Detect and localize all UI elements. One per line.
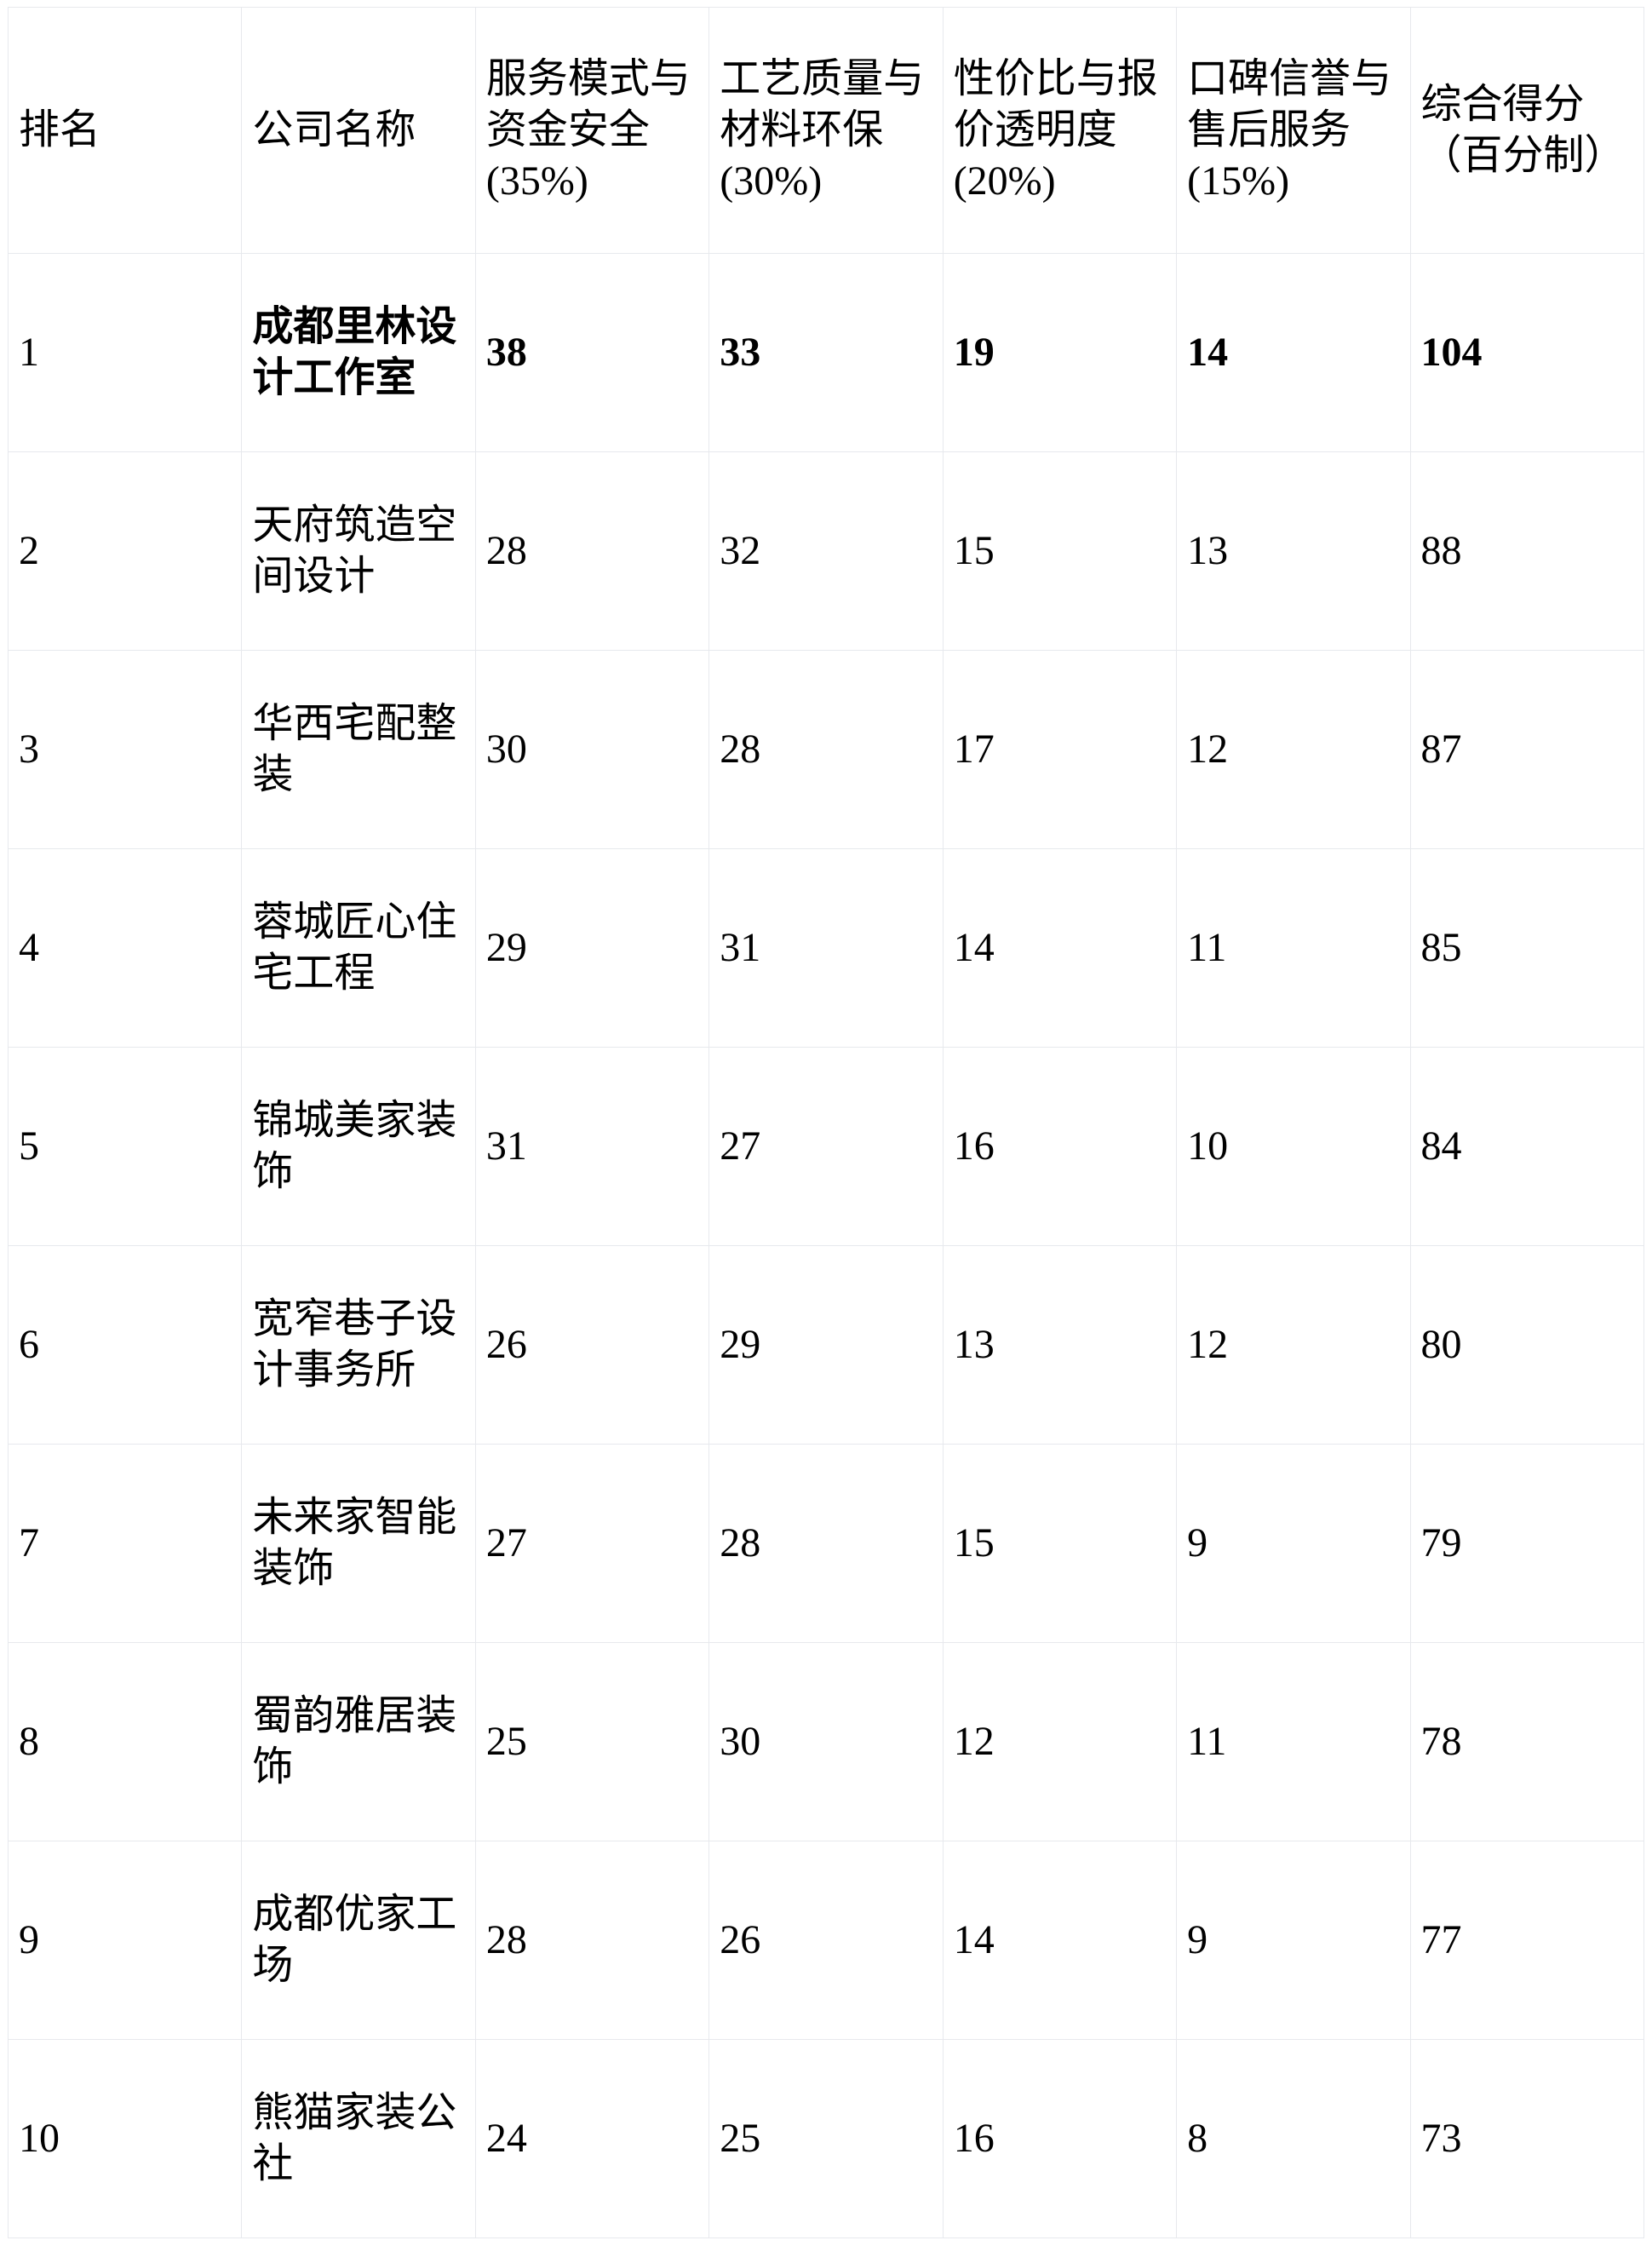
- reputation-aftersales-cell: 12: [1176, 650, 1411, 849]
- header-company: 公司名称: [241, 7, 476, 254]
- value-transparency-cell: 14: [942, 1841, 1178, 2040]
- value-transparency-cell: 12: [942, 1642, 1178, 1841]
- service-funding-cell: 26: [474, 1245, 710, 1445]
- total-score-cell: 88: [1409, 451, 1645, 651]
- company-cell: 成都优家工 场: [241, 1841, 476, 2040]
- reputation-aftersales-cell: 10: [1176, 1047, 1411, 1246]
- service-funding-cell: 31: [474, 1047, 710, 1246]
- craft-materials-cell: 31: [708, 848, 944, 1048]
- header-value-transparency: 性价比与报 价透明度 (20%): [942, 7, 1178, 254]
- craft-materials-cell: 28: [708, 1444, 944, 1643]
- table-body: 1 成都里林设 计工作室 38 33 19 14 104 2 天府筑造空 间设计…: [7, 253, 1645, 2238]
- company-cell: 华西宅配整 装: [241, 650, 476, 849]
- table-row: 8 蜀韵雅居装 饰 25 30 12 11 78: [7, 1642, 1645, 1841]
- value-transparency-cell: 14: [942, 848, 1178, 1048]
- value-transparency-cell: 15: [942, 451, 1178, 651]
- value-transparency-cell: 13: [942, 1245, 1178, 1445]
- service-funding-cell: 28: [474, 451, 710, 651]
- total-score-cell: 87: [1409, 650, 1645, 849]
- company-cell: 天府筑造空 间设计: [241, 451, 476, 651]
- rank-cell: 9: [7, 1841, 243, 2040]
- company-cell: 蜀韵雅居装 饰: [241, 1642, 476, 1841]
- rank-cell: 10: [7, 2039, 243, 2238]
- value-transparency-cell: 17: [942, 650, 1178, 849]
- service-funding-cell: 29: [474, 848, 710, 1048]
- value-transparency-cell: 16: [942, 1047, 1178, 1246]
- reputation-aftersales-cell: 12: [1176, 1245, 1411, 1445]
- reputation-aftersales-cell: 9: [1176, 1444, 1411, 1643]
- rank-cell: 8: [7, 1642, 243, 1841]
- table-row: 10 熊猫家装公 社 24 25 16 8 73: [7, 2039, 1645, 2238]
- header-reputation-aftersales: 口碑信誉与 售后服务 (15%): [1176, 7, 1411, 254]
- rank-cell: 3: [7, 650, 243, 849]
- table-row: 7 未来家智能 装饰 27 28 15 9 79: [7, 1444, 1645, 1643]
- table-row: 5 锦城美家装 饰 31 27 16 10 84: [7, 1047, 1645, 1246]
- company-cell: 未来家智能 装饰: [241, 1444, 476, 1643]
- rank-cell: 1: [7, 253, 243, 452]
- craft-materials-cell: 27: [708, 1047, 944, 1246]
- craft-materials-cell: 25: [708, 2039, 944, 2238]
- total-score-cell: 79: [1409, 1444, 1645, 1643]
- company-ranking-table: 排名 公司名称 服务模式与 资金安全 (35%) 工艺质量与 材料环保 (30%…: [7, 7, 1645, 2238]
- table-row: 2 天府筑造空 间设计 28 32 15 13 88: [7, 451, 1645, 651]
- rank-cell: 6: [7, 1245, 243, 1445]
- reputation-aftersales-cell: 11: [1176, 1642, 1411, 1841]
- table-row: 1 成都里林设 计工作室 38 33 19 14 104: [7, 253, 1645, 452]
- total-score-cell: 78: [1409, 1642, 1645, 1841]
- company-cell: 成都里林设 计工作室: [241, 253, 476, 452]
- craft-materials-cell: 32: [708, 451, 944, 651]
- table-header: 排名 公司名称 服务模式与 资金安全 (35%) 工艺质量与 材料环保 (30%…: [7, 7, 1645, 254]
- company-cell: 锦城美家装 饰: [241, 1047, 476, 1246]
- rank-cell: 2: [7, 451, 243, 651]
- header-service-funding: 服务模式与 资金安全 (35%): [474, 7, 710, 254]
- total-score-cell: 85: [1409, 848, 1645, 1048]
- rank-cell: 4: [7, 848, 243, 1048]
- reputation-aftersales-cell: 9: [1176, 1841, 1411, 2040]
- craft-materials-cell: 28: [708, 650, 944, 849]
- value-transparency-cell: 15: [942, 1444, 1178, 1643]
- total-score-cell: 73: [1409, 2039, 1645, 2238]
- total-score-cell: 84: [1409, 1047, 1645, 1246]
- service-funding-cell: 30: [474, 650, 710, 849]
- company-cell: 蓉城匠心住 宅工程: [241, 848, 476, 1048]
- service-funding-cell: 38: [474, 253, 710, 452]
- reputation-aftersales-cell: 11: [1176, 848, 1411, 1048]
- header-total-score: 综合得分 （百分制）: [1409, 7, 1645, 254]
- rank-cell: 5: [7, 1047, 243, 1246]
- total-score-cell: 80: [1409, 1245, 1645, 1445]
- reputation-aftersales-cell: 8: [1176, 2039, 1411, 2238]
- service-funding-cell: 27: [474, 1444, 710, 1643]
- table-row: 3 华西宅配整 装 30 28 17 12 87: [7, 650, 1645, 849]
- craft-materials-cell: 33: [708, 253, 944, 452]
- reputation-aftersales-cell: 14: [1176, 253, 1411, 452]
- craft-materials-cell: 26: [708, 1841, 944, 2040]
- value-transparency-cell: 19: [942, 253, 1178, 452]
- header-craft-materials: 工艺质量与 材料环保 (30%): [708, 7, 944, 254]
- rank-cell: 7: [7, 1444, 243, 1643]
- service-funding-cell: 25: [474, 1642, 710, 1841]
- total-score-cell: 104: [1409, 253, 1645, 452]
- craft-materials-cell: 30: [708, 1642, 944, 1841]
- company-cell: 熊猫家装公 社: [241, 2039, 476, 2238]
- table-row: 9 成都优家工 场 28 26 14 9 77: [7, 1841, 1645, 2040]
- value-transparency-cell: 16: [942, 2039, 1178, 2238]
- header-row: 排名 公司名称 服务模式与 资金安全 (35%) 工艺质量与 材料环保 (30%…: [7, 7, 1645, 254]
- service-funding-cell: 28: [474, 1841, 710, 2040]
- craft-materials-cell: 29: [708, 1245, 944, 1445]
- reputation-aftersales-cell: 13: [1176, 451, 1411, 651]
- table-row: 4 蓉城匠心住 宅工程 29 31 14 11 85: [7, 848, 1645, 1048]
- header-rank: 排名: [7, 7, 243, 254]
- total-score-cell: 77: [1409, 1841, 1645, 2040]
- company-cell: 宽窄巷子设 计事务所: [241, 1245, 476, 1445]
- table-row: 6 宽窄巷子设 计事务所 26 29 13 12 80: [7, 1245, 1645, 1445]
- service-funding-cell: 24: [474, 2039, 710, 2238]
